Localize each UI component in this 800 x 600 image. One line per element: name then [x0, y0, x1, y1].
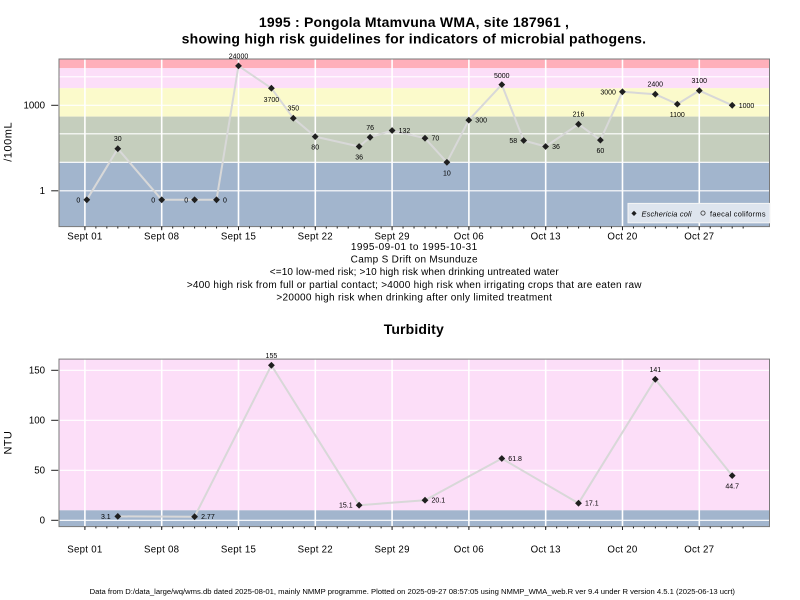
- svg-text:Sept 22: Sept 22: [298, 544, 333, 555]
- svg-text:1: 1: [40, 186, 45, 197]
- svg-text:>400 high risk from full or pa: >400 high risk from full or partial cont…: [187, 280, 642, 291]
- svg-text:36: 36: [552, 144, 560, 151]
- svg-text:NTU: NTU: [3, 431, 15, 455]
- svg-text:0: 0: [40, 516, 46, 527]
- svg-text:Oct 20: Oct 20: [607, 231, 637, 242]
- svg-text:30: 30: [114, 136, 122, 143]
- svg-text:0: 0: [76, 197, 80, 204]
- svg-text:20.1: 20.1: [432, 498, 446, 505]
- svg-text:faecal coliforms: faecal coliforms: [710, 209, 766, 218]
- svg-text:155: 155: [266, 353, 278, 360]
- svg-text:50: 50: [34, 466, 45, 477]
- svg-text:Sept 01: Sept 01: [67, 231, 102, 242]
- svg-text:Sept 15: Sept 15: [221, 544, 256, 555]
- svg-text:Sept 29: Sept 29: [374, 544, 409, 555]
- svg-text:Oct 20: Oct 20: [607, 544, 637, 555]
- svg-text:100: 100: [29, 416, 46, 427]
- svg-text:1995 : Pongola Mtamvuna WMA, s: 1995 : Pongola Mtamvuna WMA, site 187961…: [259, 14, 569, 30]
- svg-text:Eschericia coli: Eschericia coli: [642, 209, 692, 218]
- svg-text:2.77: 2.77: [201, 514, 215, 521]
- svg-text:1000: 1000: [739, 103, 755, 110]
- svg-text:10: 10: [443, 170, 451, 177]
- svg-text:Sept 29: Sept 29: [374, 231, 409, 242]
- svg-text:Sept 08: Sept 08: [144, 231, 179, 242]
- svg-text:1000: 1000: [23, 101, 45, 112]
- svg-text:44.7: 44.7: [725, 484, 739, 491]
- svg-text:Oct 06: Oct 06: [454, 544, 484, 555]
- svg-text:0: 0: [184, 197, 188, 204]
- svg-text:150: 150: [29, 366, 46, 377]
- svg-text:2400: 2400: [648, 82, 664, 89]
- svg-text:3.1: 3.1: [101, 514, 111, 521]
- svg-text:Sept 22: Sept 22: [298, 231, 333, 242]
- svg-text:17.1: 17.1: [585, 501, 599, 508]
- svg-text:24000: 24000: [229, 53, 249, 60]
- svg-text:>20000 high risk when drinking: >20000 high risk when drinking after onl…: [276, 292, 552, 303]
- svg-text:0: 0: [223, 197, 227, 204]
- svg-text:Oct 13: Oct 13: [531, 544, 561, 555]
- svg-text:300: 300: [475, 118, 487, 125]
- svg-text:0: 0: [151, 197, 155, 204]
- svg-text:Oct 13: Oct 13: [531, 231, 561, 242]
- svg-text:3700: 3700: [264, 97, 280, 104]
- svg-text:216: 216: [573, 112, 585, 119]
- svg-text:132: 132: [399, 128, 411, 135]
- svg-text:76: 76: [366, 125, 374, 132]
- svg-text:Sept 15: Sept 15: [221, 231, 256, 242]
- svg-text:/100mL: /100mL: [3, 122, 15, 162]
- svg-text:58: 58: [509, 138, 517, 145]
- svg-text:Turbidity: Turbidity: [384, 321, 444, 337]
- svg-text:61.8: 61.8: [508, 456, 522, 463]
- svg-text:3100: 3100: [692, 78, 708, 85]
- svg-text:Sept 01: Sept 01: [67, 544, 102, 555]
- svg-text:141: 141: [649, 367, 661, 374]
- svg-text:5000: 5000: [494, 73, 510, 80]
- svg-text:15.1: 15.1: [339, 503, 353, 510]
- svg-text:Data from D:/data_large/wq/wms: Data from D:/data_large/wq/wms.db dated …: [90, 587, 736, 596]
- svg-text:60: 60: [597, 148, 605, 155]
- svg-text:Sept 08: Sept 08: [144, 544, 179, 555]
- svg-text:3000: 3000: [600, 89, 616, 96]
- svg-text:Oct 27: Oct 27: [684, 231, 714, 242]
- svg-text:Oct 06: Oct 06: [454, 231, 484, 242]
- svg-text:80: 80: [311, 145, 319, 152]
- svg-text:<=10 low-med risk; >10 high ri: <=10 low-med risk; >10 high risk when dr…: [270, 267, 560, 278]
- svg-text:Oct 27: Oct 27: [684, 544, 714, 555]
- svg-text:350: 350: [287, 106, 299, 113]
- svg-text:1100: 1100: [670, 112, 685, 119]
- svg-text:36: 36: [355, 155, 363, 162]
- svg-text:showing high risk guidelines f: showing high risk guidelines for indicat…: [182, 31, 647, 47]
- svg-text:Camp S Drift on Msunduze: Camp S Drift on Msunduze: [351, 255, 478, 266]
- svg-text:1995-09-01 to 1995-10-31: 1995-09-01 to 1995-10-31: [351, 242, 478, 253]
- svg-text:70: 70: [432, 136, 440, 143]
